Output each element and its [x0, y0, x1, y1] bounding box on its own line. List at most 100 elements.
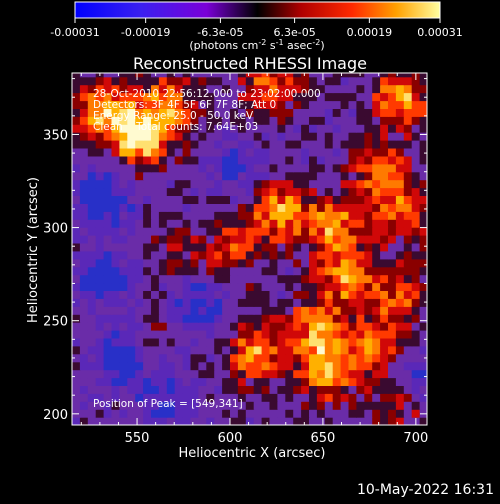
heatmap-cell	[411, 100, 421, 109]
heatmap-cell	[340, 322, 350, 331]
heatmap-cell	[237, 116, 247, 125]
heatmap-cell	[151, 235, 160, 244]
heatmap-cell	[419, 163, 427, 173]
heatmap-cell	[143, 258, 152, 268]
heatmap-cell	[143, 76, 152, 86]
heatmap-cell	[230, 227, 239, 236]
heatmap-cell	[309, 195, 318, 204]
heatmap-cell	[364, 393, 373, 402]
heatmap-cell	[253, 250, 263, 260]
heatmap-cell	[111, 393, 120, 402]
heatmap-cell	[293, 282, 302, 291]
heatmap-cell	[174, 337, 184, 347]
heatmap-cell	[230, 258, 239, 268]
heatmap-cell	[87, 187, 97, 196]
heatmap-cell	[119, 124, 128, 133]
heatmap-cell	[380, 116, 389, 125]
heatmap-cell	[277, 242, 286, 252]
heatmap-cell	[214, 203, 223, 212]
heatmap-cell	[269, 385, 278, 394]
heatmap-cell	[79, 337, 89, 347]
heatmap-cell	[261, 369, 271, 379]
heatmap-cell	[380, 76, 389, 86]
heatmap-cell	[72, 314, 81, 323]
heatmap-cell	[411, 369, 421, 379]
heatmap-cell	[182, 73, 192, 78]
heatmap-cell	[222, 179, 231, 189]
heatmap-cell	[222, 227, 231, 236]
heatmap-cell	[151, 393, 160, 402]
heatmap-cell	[230, 203, 239, 212]
heatmap-cell	[269, 266, 278, 276]
heatmap-cell	[190, 242, 199, 252]
heatmap-cell	[301, 258, 310, 268]
heatmap-cell	[214, 148, 223, 157]
heatmap-cell	[364, 274, 373, 284]
heatmap-cell	[419, 345, 427, 355]
heatmap-cell	[174, 235, 184, 244]
heatmap-cell	[253, 116, 263, 125]
heatmap-cell	[222, 322, 231, 331]
heatmap-cell	[364, 92, 373, 102]
heatmap-cell	[324, 140, 334, 149]
heatmap-cell	[79, 242, 89, 252]
heatmap-cell	[95, 155, 105, 165]
heatmap-cell	[301, 179, 310, 189]
heatmap-cell	[166, 187, 176, 196]
heatmap-cell	[316, 211, 326, 220]
heatmap-cell	[253, 242, 263, 252]
heatmap-cell	[222, 258, 231, 268]
heatmap-cell	[135, 353, 144, 363]
heatmap-cell	[190, 337, 199, 347]
heatmap-cell	[356, 140, 365, 149]
heatmap-cell	[237, 314, 247, 323]
heatmap-cell	[293, 76, 302, 86]
heatmap-cell	[395, 155, 405, 165]
heatmap-cell	[348, 211, 357, 220]
heatmap-cell	[356, 163, 365, 173]
heatmap-cell	[324, 369, 334, 379]
heatmap-cell	[332, 116, 342, 125]
heatmap-cell	[309, 76, 318, 86]
heatmap-cell	[309, 100, 318, 109]
heatmap-cell	[324, 76, 334, 86]
heatmap-cell	[285, 155, 294, 165]
heatmap-cell	[301, 409, 310, 418]
heatmap-cell	[324, 100, 334, 109]
heatmap-cell	[230, 298, 239, 307]
heatmap-cell	[135, 250, 144, 260]
heatmap-cell	[285, 250, 294, 260]
heatmap-cell	[332, 345, 342, 355]
heatmap-cell	[79, 76, 89, 86]
heatmap-cell	[340, 258, 350, 268]
heatmap-cell	[309, 242, 318, 252]
heatmap-cell	[111, 250, 120, 260]
heatmap-cell	[309, 108, 318, 117]
heatmap-cell	[348, 337, 357, 347]
heatmap-cell	[166, 369, 176, 379]
heatmap-cell	[293, 345, 302, 355]
heatmap-cell	[214, 417, 223, 425]
heatmap-cell	[158, 140, 168, 149]
heatmap-cell	[166, 84, 176, 94]
heatmap-cell	[277, 417, 286, 425]
heatmap-cell	[277, 393, 286, 402]
heatmap-cell	[388, 250, 397, 260]
heatmap-cell	[403, 92, 413, 102]
heatmap-cell	[214, 116, 223, 125]
heatmap-cell	[395, 242, 405, 252]
heatmap-cell	[158, 250, 168, 260]
heatmap-cell	[214, 140, 223, 149]
heatmap-cell	[269, 290, 278, 299]
heatmap-cell	[72, 108, 81, 117]
heatmap-cell	[111, 322, 120, 331]
heatmap-cell	[119, 361, 128, 371]
heatmap-cell	[182, 211, 192, 220]
heatmap-cell	[206, 385, 215, 394]
heatmap-cell	[222, 250, 231, 260]
heatmap-cell	[72, 274, 81, 284]
heatmap-cell	[348, 235, 357, 244]
heatmap-cell	[356, 171, 365, 181]
heatmap-cell	[356, 409, 365, 418]
heatmap-cell	[166, 92, 176, 102]
